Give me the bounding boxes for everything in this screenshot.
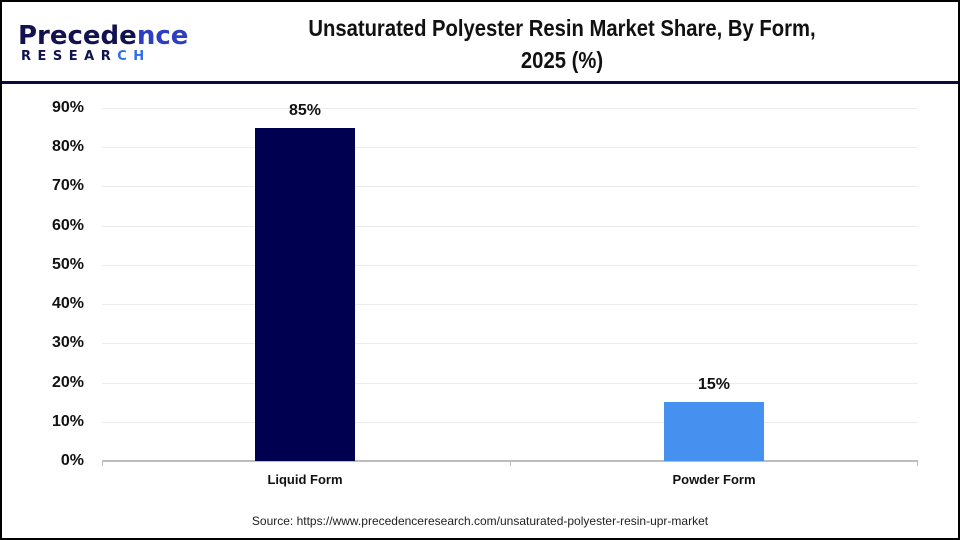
gridline <box>102 265 918 266</box>
source-note: Source: https://www.precedenceresearch.c… <box>251 514 709 528</box>
gridline <box>102 422 918 423</box>
x-tick-mark <box>510 460 511 466</box>
y-tick-label: 60% <box>51 217 84 234</box>
x-category-label: Liquid Form <box>267 472 343 487</box>
y-tick-label: 90% <box>51 99 84 116</box>
chart-title: Unsaturated Polyester Resin Market Share… <box>245 12 879 76</box>
y-tick-label: 0% <box>60 452 84 469</box>
logo-wordmark: Precedence <box>18 22 188 50</box>
bar-value-label: 85% <box>288 102 322 119</box>
chart-title-line-1: Unsaturated Polyester Resin Market Share… <box>308 15 816 41</box>
logo-subtitle-tail: CH <box>117 49 151 64</box>
x-tick-mark <box>102 460 103 466</box>
y-tick-label: 20% <box>51 374 84 391</box>
gridline <box>102 343 918 344</box>
gridline <box>102 226 918 227</box>
gridline <box>102 147 918 148</box>
logo-subtitle: RESEARCH <box>21 50 151 64</box>
y-tick-label: 40% <box>51 295 84 312</box>
gridline <box>102 108 918 109</box>
bar-powder-form <box>664 402 764 461</box>
chart-header: Precedence RESEARCH Unsaturated Polyeste… <box>2 2 958 84</box>
x-tick-mark <box>917 460 918 466</box>
precedence-research-logo: Precedence RESEARCH <box>18 22 188 66</box>
y-tick-label: 80% <box>51 138 84 155</box>
logo-wordmark-tail: nce <box>136 21 189 51</box>
gridline <box>102 304 918 305</box>
bar-value-label: 15% <box>697 376 731 393</box>
bar-liquid-form <box>255 128 355 461</box>
y-tick-label: 30% <box>51 334 84 351</box>
plot-area: 0% 10% 20% 30% 40% 50% 60% 70% 80% 90% 85% Liquid F… <box>2 84 958 504</box>
y-tick-label: 10% <box>51 413 84 430</box>
gridline <box>102 186 918 187</box>
x-category-label: Powder Form <box>672 472 756 487</box>
logo-wordmark-main: Precede <box>18 21 137 51</box>
gridline <box>102 383 918 384</box>
y-tick-label: 50% <box>51 256 84 273</box>
logo-subtitle-main: RESEAR <box>21 49 118 64</box>
y-tick-label: 70% <box>51 177 84 194</box>
chart-title-line-2: 2025 (%) <box>520 47 604 73</box>
